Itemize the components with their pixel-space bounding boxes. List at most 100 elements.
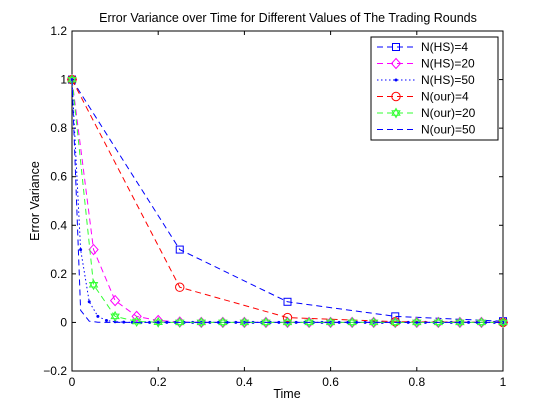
data-point-n-our-20-a: [239, 316, 250, 326]
data-point-n-our-20: [196, 316, 207, 328]
axis-ticks: 0 0.2 0.4 0.6 0.8 1−0.200.20.40.60.811.2: [43, 24, 506, 389]
legend-label: N(our)=50: [421, 123, 476, 137]
y-tick-label: 0.2: [50, 267, 67, 281]
y-tick-label: 1.2: [50, 24, 67, 38]
data-point-n-hs-50: [122, 320, 126, 324]
legend-label: N(HS)=50: [421, 73, 475, 87]
data-point-n-hs-20: [153, 314, 164, 327]
data-point-n-our-20-a: [498, 316, 508, 326]
data-point-n-our-20-a: [174, 316, 185, 326]
series-line-n-our-50: [71, 79, 503, 323]
legend-marker-a: [391, 107, 401, 116]
legend-label: N(our)=20: [421, 106, 476, 120]
data-point-n-our-20: [110, 310, 120, 322]
data-point-n-our-20-b: [196, 319, 207, 328]
data-point-n-our-20-b: [282, 319, 293, 328]
x-tick-label: 0.4: [236, 375, 253, 389]
data-point-n-our-20: [88, 279, 99, 291]
data-point-n-hs-20: [131, 310, 142, 323]
data-point-n-our-20-b: [325, 319, 336, 328]
data-point-n-our-20-a: [390, 316, 401, 326]
data-point-n-our-20-b: [498, 319, 508, 328]
legend-label: N(HS)=4: [421, 40, 468, 54]
data-point-n-our-20: [282, 316, 293, 328]
y-axis-label: Error Variance: [28, 161, 42, 241]
legend-marker: [391, 91, 401, 102]
data-point-n-our-20: [433, 316, 444, 328]
data-point-n-our-20-b: [88, 282, 99, 291]
data-point-n-hs-50: [79, 248, 83, 252]
series-n-our-20: [67, 74, 508, 328]
data-point-n-our-20-a: [368, 316, 379, 326]
data-point-n-our-20: [261, 316, 271, 328]
data-point-n-our-20-b: [218, 319, 228, 328]
data-point-n-our-20-a: [261, 316, 271, 326]
data-point-n-hs-50: [87, 300, 91, 304]
x-tick-label: 0.8: [408, 375, 425, 389]
x-tick-label: 1: [500, 375, 507, 389]
data-point-n-our-20-a: [110, 310, 120, 320]
data-point-n-our-20-b: [304, 319, 314, 328]
data-point-n-our-20-a: [282, 316, 293, 326]
legend-marker: [390, 57, 402, 70]
x-tick-label: 0.2: [150, 375, 167, 389]
legend-entry: N(HS)=20: [377, 57, 475, 71]
data-point-n-our-20: [498, 316, 508, 328]
data-point-n-our-20-a: [347, 316, 357, 326]
series-layer: [66, 73, 509, 329]
series-line-n-hs-4: [71, 79, 504, 322]
data-point-n-our-20: [347, 316, 357, 328]
x-axis-label: Time: [273, 387, 300, 401]
data-point-n-our-20: [218, 316, 228, 328]
data-point-n-our-20: [325, 316, 336, 328]
data-point-n-our-20: [153, 316, 163, 328]
data-point-n-our-20-a: [153, 316, 163, 325]
data-point-n-our-20-b: [261, 319, 271, 328]
data-point-n-our-20-a: [196, 316, 207, 326]
y-tick-label: 0.4: [50, 218, 67, 232]
data-point-n-our-20-b: [368, 319, 379, 328]
data-point-n-our-4: [282, 312, 293, 323]
data-point-n-our-20-a: [412, 316, 422, 326]
data-point-n-hs-50: [96, 314, 100, 318]
legend-label: N(HS)=20: [421, 57, 475, 71]
data-point-n-our-20-a: [131, 315, 142, 325]
y-tick-label: 0.8: [50, 121, 67, 135]
chart-title: Error Variance over Time for Different V…: [99, 11, 477, 25]
x-tick-label: 0.6: [322, 375, 339, 389]
data-point-n-our-20-a: [88, 279, 99, 288]
data-point-n-hs-20: [109, 294, 121, 307]
legend-entry: N(our)=4: [377, 90, 469, 104]
data-point-n-our-20: [304, 316, 314, 328]
y-tick-label: 0.6: [50, 170, 67, 184]
data-point-n-our-20-b: [110, 313, 120, 322]
data-point-n-our-20: [368, 316, 379, 328]
data-point-n-our-20-b: [390, 319, 401, 328]
legend-marker-b: [391, 110, 401, 119]
data-point-n-our-20-b: [174, 319, 185, 328]
data-point-n-our-20-a: [476, 316, 487, 326]
y-tick-label: −0.2: [43, 364, 67, 378]
data-point-n-our-20-b: [433, 319, 444, 328]
data-point-n-our-20-a: [304, 316, 314, 326]
data-point-n-our-20-b: [476, 319, 487, 328]
data-point-n-our-20-b: [67, 76, 77, 86]
y-tick-label: 0: [60, 315, 67, 329]
data-point-n-hs-4: [175, 245, 184, 254]
data-point-n-our-20: [174, 316, 185, 328]
y-tick-label: 1: [60, 73, 67, 87]
series-n-our-50: [71, 79, 503, 323]
data-point-n-our-20: [390, 316, 401, 328]
data-point-n-our-20-b: [412, 319, 422, 328]
data-point-n-our-20-b: [153, 319, 163, 328]
legend-marker: [394, 78, 398, 82]
data-point-n-our-20: [412, 316, 422, 328]
data-point-n-our-20-b: [455, 319, 465, 328]
data-point-n-our-20-a: [433, 316, 444, 326]
data-point-n-our-20-b: [347, 319, 357, 328]
legend-marker: [391, 107, 401, 119]
x-tick-label: 0: [69, 375, 76, 389]
legend-box: [370, 36, 499, 141]
data-point-n-our-20-a: [455, 316, 465, 326]
